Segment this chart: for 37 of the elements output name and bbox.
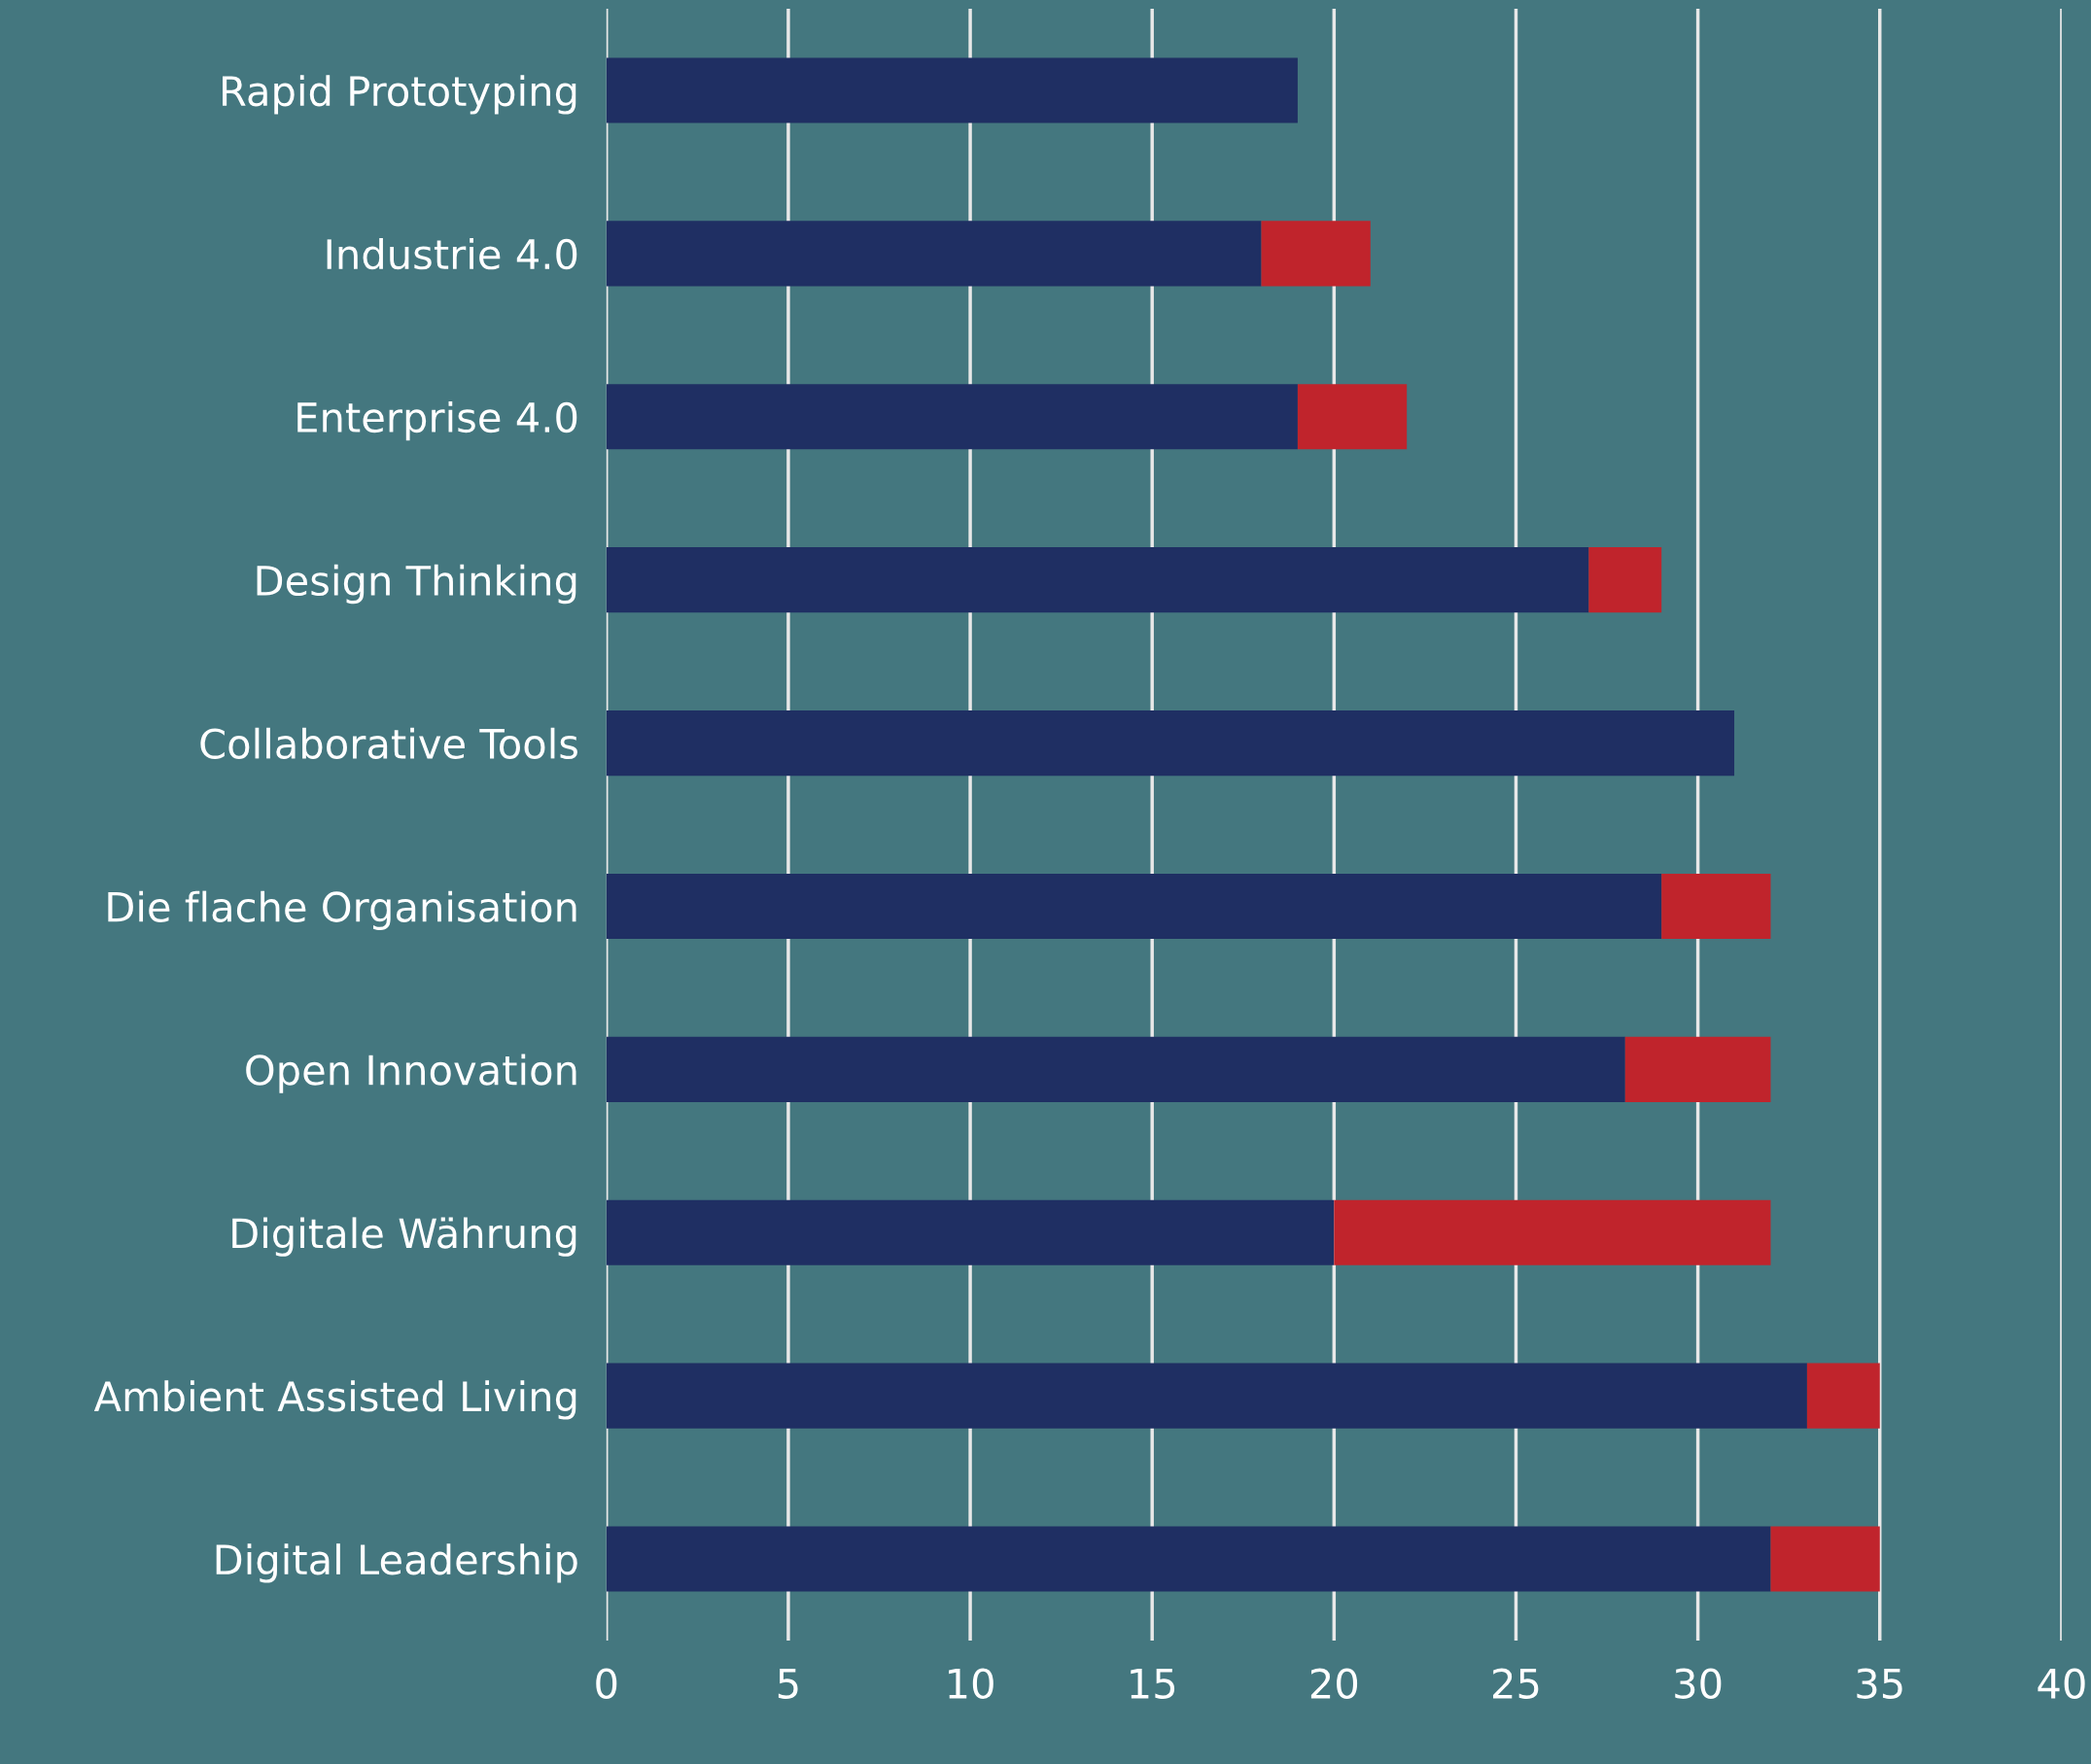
bar [606, 1036, 1625, 1102]
bar [1334, 1199, 1771, 1265]
bar [1297, 384, 1408, 450]
bar [606, 709, 1735, 777]
x-tick-label: 25 [1493, 1668, 1539, 1699]
bar [606, 384, 1298, 450]
bar [1661, 873, 1771, 940]
x-tick-label: 20 [1310, 1668, 1358, 1699]
x-tick-label: 5 [778, 1669, 798, 1699]
bar [606, 1526, 1771, 1592]
x-tick-label: 0 [596, 1668, 617, 1699]
y-tick-label: Enterprise 4.0 [297, 400, 577, 441]
bar [606, 221, 1262, 287]
bar [1261, 221, 1371, 287]
bar [1770, 1526, 1880, 1592]
x-tick-label: 40 [2038, 1668, 2085, 1699]
y-tick-label: Digitale Währung [232, 1217, 576, 1257]
x-tick-label: 35 [1857, 1668, 1902, 1699]
y-tick-label: Die flache Organisation [108, 890, 576, 930]
y-tick-label: Open Innovation [246, 1054, 576, 1093]
y-tick-label: Industrie 4.0 [327, 238, 577, 270]
bar [1624, 1036, 1771, 1102]
y-tick-label: Design Thinking [257, 564, 576, 605]
bar [606, 873, 1662, 940]
y-tick-label: Ambient Assisted Living [93, 1380, 576, 1420]
x-tick-label: 10 [949, 1668, 993, 1699]
bar [1806, 1363, 1880, 1429]
bar [606, 57, 1298, 123]
y-tick-label: Collaborative Tools [200, 727, 577, 759]
bar [1588, 547, 1662, 613]
x-tick-label: 15 [1131, 1669, 1175, 1699]
y-tick-label: Rapid Prototyping [223, 75, 576, 115]
x-tick-label: 30 [1675, 1668, 1722, 1699]
bar [606, 547, 1589, 613]
y-tick-label: Digital Leadership [216, 1543, 577, 1583]
bar [606, 1199, 1335, 1265]
bar [606, 1363, 1807, 1429]
